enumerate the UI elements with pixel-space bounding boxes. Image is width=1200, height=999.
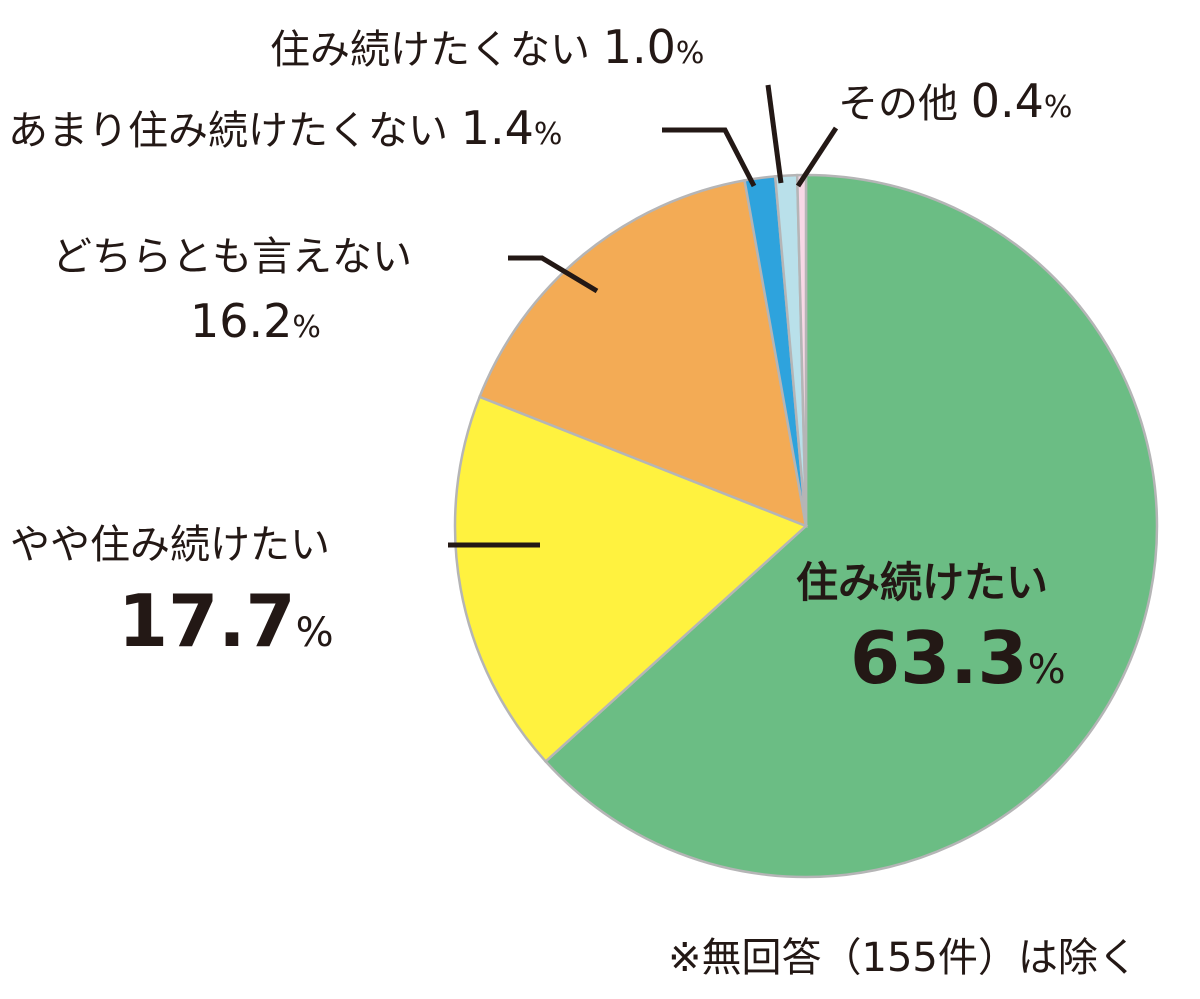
slice-yes	[543, 173, 1159, 879]
pie-slices	[453, 173, 1159, 879]
label-somewhat-yes: やや住み続けたい	[10, 525, 330, 565]
label-somewhat-no: あまり住み続けたくない 1.4%	[8, 101, 563, 155]
value-somewhat-yes: 17.7%	[118, 579, 334, 663]
slice-somewhat-yes	[453, 395, 809, 764]
leader-line-somewhat-no	[662, 127, 757, 188]
value-yes: 63.3%	[850, 616, 1066, 700]
label-yes: 住み続けたい	[796, 558, 1049, 607]
label-no: 住み続けたくない 1.0%	[270, 20, 705, 74]
leader-lines	[448, 84, 839, 548]
label-neutral: どちらとも言えない	[52, 234, 412, 280]
leader-line-neutral	[508, 255, 599, 294]
leader-line-other	[795, 126, 839, 188]
footnote: ※無回答（155件）は除く	[668, 935, 1138, 981]
slice-neutral	[478, 178, 808, 528]
label-other: その他 0.4%	[838, 74, 1073, 128]
leader-line-no	[765, 84, 784, 184]
label-name: やや住み続けたい	[10, 522, 330, 568]
value-neutral: 16.2%	[190, 294, 321, 348]
